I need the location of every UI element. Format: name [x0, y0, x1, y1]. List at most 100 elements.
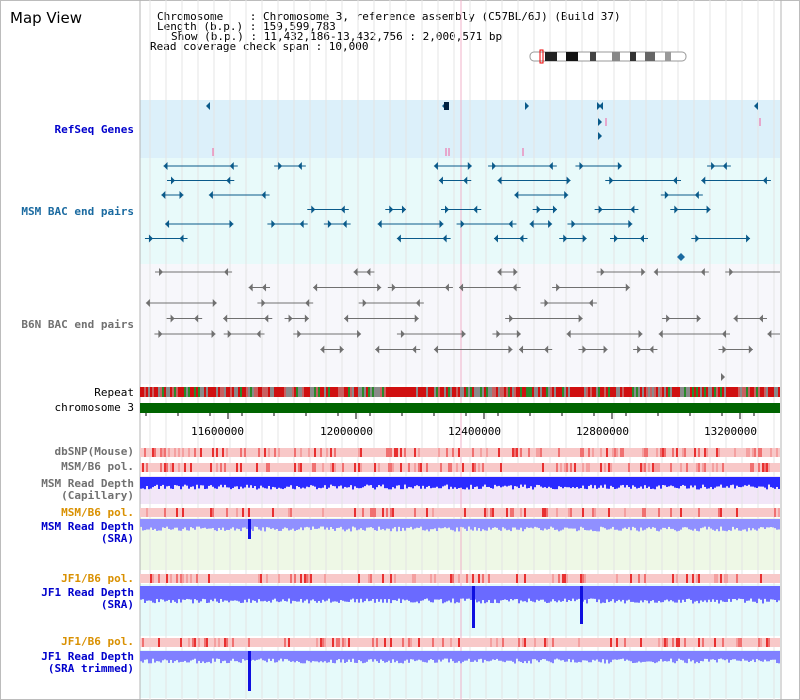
msm-bac-track-label[interactable]: MSM BAC end pairs	[21, 205, 134, 218]
depth-bar	[612, 586, 614, 600]
polymorphism-cell	[346, 463, 348, 472]
jf1-b6-pol-label: JF1/B6 pol.	[61, 572, 134, 585]
track-features[interactable]	[140, 102, 780, 691]
polymorphism-cell	[452, 463, 454, 472]
polymorphism-cell	[312, 448, 314, 457]
polymorphism-cell	[716, 508, 718, 517]
polymorphism-cell	[234, 448, 236, 457]
polymorphism-cell	[486, 448, 488, 457]
feature-arrow	[509, 314, 514, 323]
b6n-bac-track-label[interactable]: B6N BAC end pairs	[21, 318, 134, 331]
repeat-segment	[316, 387, 318, 397]
depth-bar	[212, 519, 214, 529]
depth-bar	[538, 586, 540, 601]
depth-bar	[308, 519, 310, 528]
depth-bar	[542, 519, 544, 531]
depth-bar	[500, 586, 502, 601]
page-title: Map View	[10, 9, 83, 27]
polymorphism-cell	[548, 574, 550, 583]
depth-bar	[164, 477, 166, 489]
polymorphism-cell	[204, 638, 206, 647]
polymorphism-cell	[192, 448, 194, 457]
polymorphism-cell	[458, 463, 460, 472]
polymorphism-cell	[720, 574, 722, 583]
depth-bar	[490, 586, 492, 603]
depth-bar	[374, 586, 376, 603]
polymorphism-cell	[752, 638, 754, 647]
depth-bar	[480, 651, 482, 659]
polymorphism-cell	[482, 448, 484, 457]
feature-arrow	[148, 234, 153, 243]
depth-bar	[322, 586, 324, 600]
depth-bar	[182, 651, 184, 662]
depth-bar	[330, 519, 332, 528]
polymorphism-cell	[326, 638, 328, 647]
depth-bar	[216, 477, 218, 489]
depth-bar	[228, 477, 230, 488]
depth-bar	[150, 519, 152, 528]
polymorphism-cell	[558, 463, 560, 472]
depth-bar	[622, 519, 624, 529]
depth-bar	[478, 586, 480, 602]
depth-bar	[398, 519, 400, 527]
repeat-segment	[574, 387, 576, 397]
polymorphism-cell	[212, 448, 214, 457]
polymorphism-cell	[210, 574, 212, 583]
depth-bar	[508, 519, 510, 530]
polymorphism-cell	[694, 638, 696, 647]
polymorphism-cell	[592, 508, 594, 517]
depth-bar	[152, 651, 154, 659]
polymorphism-cell	[228, 638, 230, 647]
polymorphism-cell	[256, 463, 258, 472]
polymorphism-cell	[532, 574, 534, 583]
polymorphism-cell	[632, 448, 634, 457]
polymorphism-cell	[254, 463, 256, 472]
feature-arrow	[519, 345, 524, 354]
polymorphism-cell	[576, 508, 578, 517]
polymorphism-cell	[644, 448, 646, 457]
repeat-segment	[294, 387, 296, 397]
polymorphism-cell	[602, 463, 604, 472]
polymorphism-cell	[458, 638, 460, 647]
depth-bar	[246, 519, 248, 529]
depth-bar	[710, 519, 712, 529]
depth-bar	[466, 651, 468, 661]
feature-arrow	[758, 314, 763, 323]
polymorphism-cell	[178, 463, 180, 472]
polymorphism-cell	[706, 638, 708, 647]
polymorphism-cell	[364, 508, 366, 517]
depth-bar	[304, 586, 306, 601]
polymorphism-cell	[180, 508, 182, 517]
repeat-segment	[152, 387, 154, 397]
repeat-segment	[746, 387, 748, 397]
depth-bar	[230, 519, 232, 529]
refseq-track-label[interactable]: RefSeq Genes	[54, 123, 134, 136]
depth-bar	[272, 651, 274, 659]
depth-bar	[244, 586, 246, 600]
polymorphism-cell	[622, 638, 624, 647]
depth-bar	[692, 651, 694, 661]
polymorphism-cell	[544, 574, 546, 583]
depth-bar	[320, 519, 322, 527]
repeat-segment	[666, 387, 668, 397]
depth-bar	[646, 519, 648, 529]
polymorphism-cell	[156, 448, 158, 457]
polymorphism-cell	[388, 463, 390, 472]
polymorphism-cell	[638, 448, 640, 457]
depth-bar	[330, 651, 332, 660]
depth-bar	[354, 651, 356, 663]
polymorphism-cell	[194, 448, 196, 457]
polymorphism-cell	[546, 574, 548, 583]
polymorphism-cell	[150, 463, 152, 472]
polymorphism-cell	[216, 508, 218, 517]
polymorphism-cell	[576, 448, 578, 457]
polymorphism-cell	[400, 508, 402, 517]
polymorphism-cell	[434, 574, 436, 583]
repeat-segment	[692, 387, 694, 397]
depth-bar	[358, 586, 360, 603]
polymorphism-cell	[750, 448, 752, 457]
depth-bar	[574, 651, 576, 663]
polymorphism-cell	[320, 448, 322, 457]
repeat-segment	[280, 387, 282, 397]
